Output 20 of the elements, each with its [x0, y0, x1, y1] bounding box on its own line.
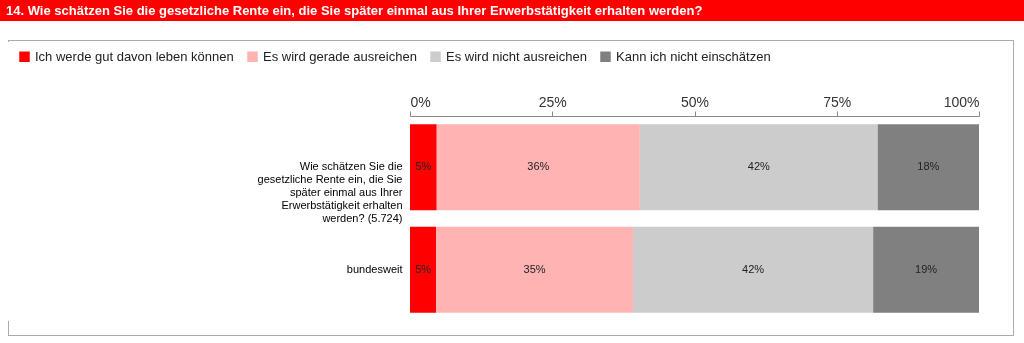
- data-label: 5%: [415, 262, 432, 275]
- data-label: 42%: [747, 160, 771, 173]
- x-tick-label: 0%: [410, 93, 431, 110]
- data-label: 36%: [527, 160, 550, 173]
- x-tick-label: 100%: [943, 93, 980, 110]
- legend-label: Es wird gerade ausreichen: [263, 48, 417, 64]
- x-tick-label: 25%: [538, 93, 567, 110]
- x-tick-label: 75%: [823, 93, 852, 110]
- data-label: 5%: [415, 160, 432, 173]
- y-tick-label: Wie schätzen Sie die gesetzliche Rente ein, die Sie später einmal aus Ihrer Erwerbstätigkeit erhalten werden? (5.724): [257, 160, 403, 225]
- data-label: 42%: [742, 262, 765, 275]
- data-label: 19%: [915, 262, 938, 275]
- data-label: 18%: [917, 160, 940, 173]
- data-label: 35%: [523, 262, 546, 275]
- chart-title: 14. Wie schätzen Sie die gesetzliche Rente ein, die Sie später einmal aus Ihrer Erwerbstätigkeit erhalten werden?: [0, 0, 1024, 21]
- x-tick-label: 50%: [680, 93, 710, 110]
- legend-label: Ich werde gut davon leben können: [35, 48, 234, 64]
- legend-label: Kann ich nicht einschätzen: [616, 48, 771, 64]
- legend-label: Es wird nicht ausreichen: [446, 48, 587, 64]
- y-tick-label: bundesweit: [346, 262, 403, 275]
